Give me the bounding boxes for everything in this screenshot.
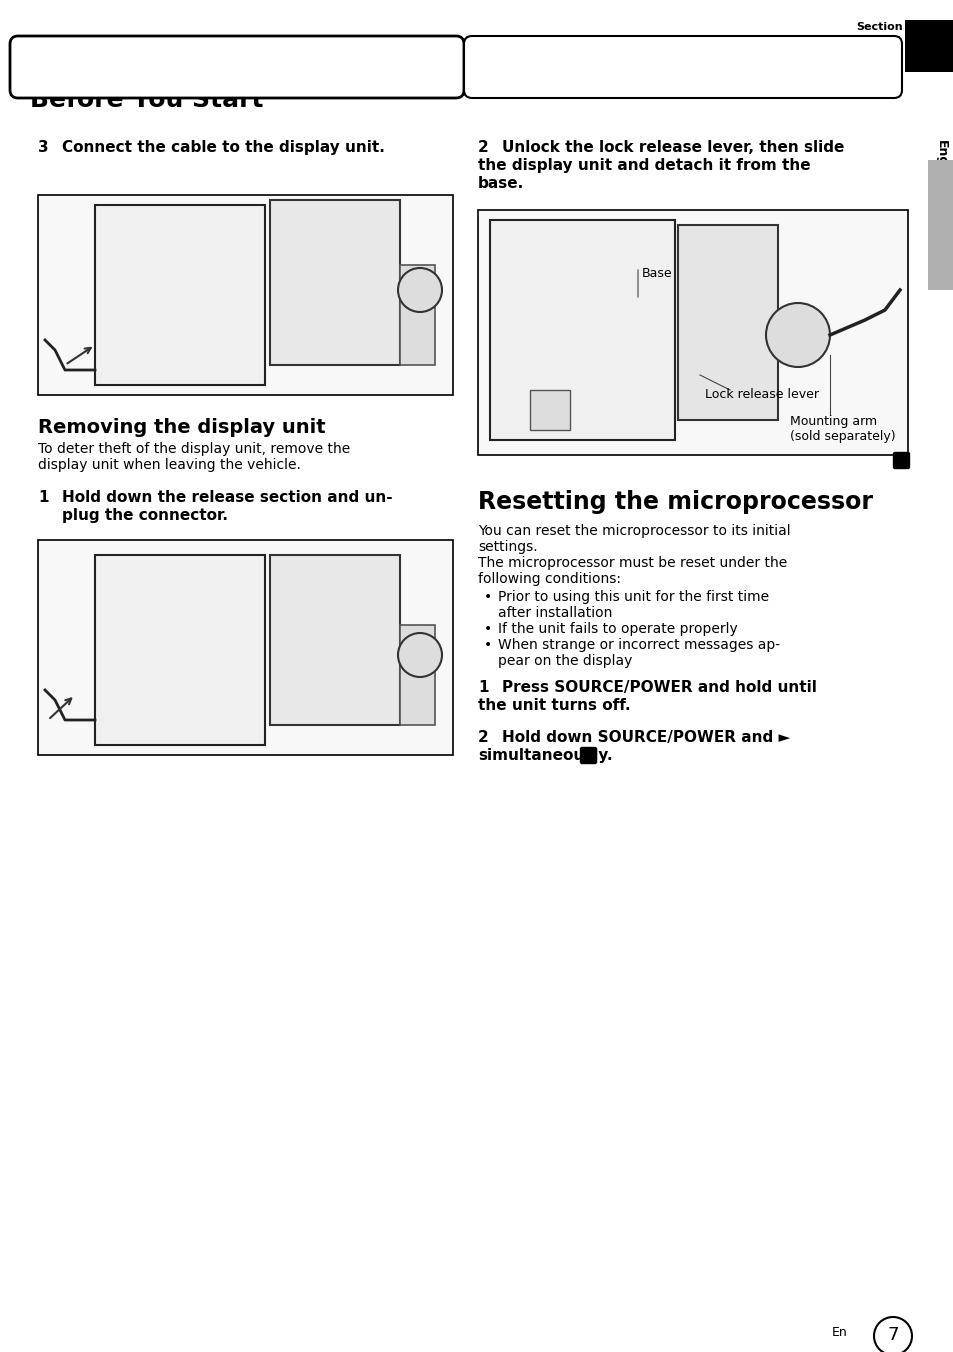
Text: Base: Base <box>641 266 672 280</box>
Text: (sold separately): (sold separately) <box>789 430 895 443</box>
Text: •: • <box>483 638 492 652</box>
Text: 1: 1 <box>477 680 488 695</box>
Text: Unlock the lock release lever, then slide: Unlock the lock release lever, then slid… <box>501 141 843 155</box>
Bar <box>95 556 265 745</box>
Text: When strange or incorrect messages ap-: When strange or incorrect messages ap- <box>497 638 780 652</box>
Text: En: En <box>831 1326 847 1338</box>
Text: Lock release lever: Lock release lever <box>704 388 818 402</box>
Bar <box>490 220 675 439</box>
Text: To deter theft of the display unit, remove the: To deter theft of the display unit, remo… <box>38 442 350 456</box>
Circle shape <box>397 633 441 677</box>
Text: plug the connector.: plug the connector. <box>62 508 228 523</box>
Text: Connect the cable to the display unit.: Connect the cable to the display unit. <box>62 141 384 155</box>
Text: display unit when leaving the vehicle.: display unit when leaving the vehicle. <box>38 458 300 472</box>
Bar <box>399 265 435 365</box>
FancyBboxPatch shape <box>463 37 901 97</box>
Text: If the unit fails to operate properly: If the unit fails to operate properly <box>497 622 737 635</box>
Text: 3: 3 <box>38 141 49 155</box>
Text: 7: 7 <box>886 1326 898 1344</box>
Text: following conditions:: following conditions: <box>477 572 620 585</box>
Bar <box>927 160 953 289</box>
FancyBboxPatch shape <box>38 195 453 395</box>
Text: the unit turns off.: the unit turns off. <box>477 698 630 713</box>
Text: Before You Start: Before You Start <box>30 88 263 112</box>
Text: Press SOURCE/POWER and hold until: Press SOURCE/POWER and hold until <box>501 680 816 695</box>
Text: Removing the display unit: Removing the display unit <box>38 418 325 437</box>
Text: base.: base. <box>477 176 524 191</box>
FancyBboxPatch shape <box>893 453 908 469</box>
Text: Section: Section <box>856 22 902 32</box>
Text: the display unit and detach it from the: the display unit and detach it from the <box>477 158 810 173</box>
FancyBboxPatch shape <box>38 539 453 754</box>
FancyBboxPatch shape <box>579 748 596 764</box>
Bar <box>530 389 569 430</box>
Text: Mounting arm: Mounting arm <box>789 415 876 429</box>
Text: 2: 2 <box>477 730 488 745</box>
Circle shape <box>397 268 441 312</box>
Text: Hold down the release section and un-: Hold down the release section and un- <box>62 489 393 506</box>
Text: The microprocessor must be reset under the: The microprocessor must be reset under t… <box>477 556 786 571</box>
Text: after installation: after installation <box>497 606 612 621</box>
Circle shape <box>765 303 829 366</box>
Bar <box>399 625 435 725</box>
Bar <box>95 206 265 385</box>
Text: 2: 2 <box>477 141 488 155</box>
Text: pear on the display: pear on the display <box>497 654 632 668</box>
Text: simultaneously.: simultaneously. <box>477 748 612 763</box>
Text: settings.: settings. <box>477 539 537 554</box>
Bar <box>904 20 953 72</box>
Text: English: English <box>934 139 946 191</box>
Text: 02: 02 <box>907 72 949 101</box>
FancyBboxPatch shape <box>477 210 907 456</box>
Bar <box>270 556 399 725</box>
Bar <box>678 224 778 420</box>
Text: •: • <box>483 589 492 604</box>
Text: You can reset the microprocessor to its initial: You can reset the microprocessor to its … <box>477 525 790 538</box>
Text: •: • <box>483 622 492 635</box>
Text: 1: 1 <box>38 489 49 506</box>
Text: Prior to using this unit for the first time: Prior to using this unit for the first t… <box>497 589 768 604</box>
FancyBboxPatch shape <box>10 37 463 97</box>
Bar <box>270 200 399 365</box>
Text: Resetting the microprocessor: Resetting the microprocessor <box>477 489 872 514</box>
Text: Hold down SOURCE/POWER and ►: Hold down SOURCE/POWER and ► <box>501 730 789 745</box>
